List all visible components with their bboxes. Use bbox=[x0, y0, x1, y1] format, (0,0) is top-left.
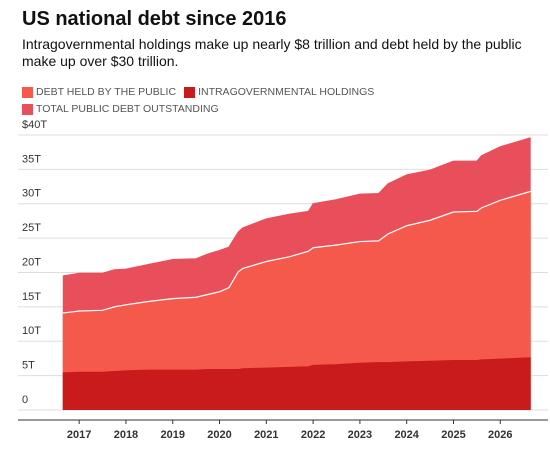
x-tick-label: 2021 bbox=[254, 429, 278, 441]
legend-label: TOTAL PUBLIC DEBT OUTSTANDING bbox=[36, 103, 219, 115]
legend-swatch bbox=[22, 87, 33, 98]
legend: DEBT HELD BY THE PUBLIC INTRAGOVERNMENTAL… bbox=[22, 84, 492, 118]
legend-label: DEBT HELD BY THE PUBLIC bbox=[36, 86, 177, 98]
legend-swatch bbox=[22, 104, 33, 115]
y-tick-label: 30T bbox=[22, 188, 41, 200]
x-tick-label: 2023 bbox=[348, 429, 372, 441]
chart-subtitle: Intragovernmental holdings make up nearl… bbox=[22, 36, 522, 69]
area-line bbox=[62, 137, 531, 277]
y-tick-label: $40T bbox=[22, 119, 47, 131]
x-tick-label: 2019 bbox=[160, 429, 184, 441]
y-tick-label: 15T bbox=[22, 291, 41, 303]
x-tick-label: 2018 bbox=[114, 429, 138, 441]
y-tick-label: 10T bbox=[22, 325, 41, 337]
x-tick-label: 2024 bbox=[394, 429, 419, 441]
x-tick-label: 2026 bbox=[488, 429, 512, 441]
y-tick-label: 0 bbox=[22, 394, 28, 406]
y-tick-label: 5T bbox=[22, 360, 35, 372]
area bbox=[62, 191, 531, 410]
y-tick-label: 25T bbox=[22, 222, 41, 234]
legend-item: INTRAGOVERNMENTAL HOLDINGS bbox=[184, 84, 374, 101]
x-tick-label: 2025 bbox=[441, 429, 465, 441]
x-tick-label: 2020 bbox=[207, 429, 231, 441]
legend-item: DEBT HELD BY THE PUBLIC bbox=[22, 84, 176, 101]
legend-label: INTRAGOVERNMENTAL HOLDINGS bbox=[198, 86, 375, 98]
chart-title: US national debt since 2016 bbox=[22, 8, 287, 30]
legend-swatch bbox=[184, 87, 196, 98]
y-tick-label: 20T bbox=[22, 256, 41, 268]
legend-item: TOTAL PUBLIC DEBT OUTSTANDING bbox=[22, 101, 219, 118]
y-tick-label: 35T bbox=[22, 153, 41, 165]
area-line bbox=[62, 357, 531, 374]
x-tick-label: 2022 bbox=[301, 429, 325, 441]
x-tick-label: 2017 bbox=[67, 429, 91, 441]
area bbox=[62, 357, 531, 410]
area-line bbox=[62, 190, 531, 314]
